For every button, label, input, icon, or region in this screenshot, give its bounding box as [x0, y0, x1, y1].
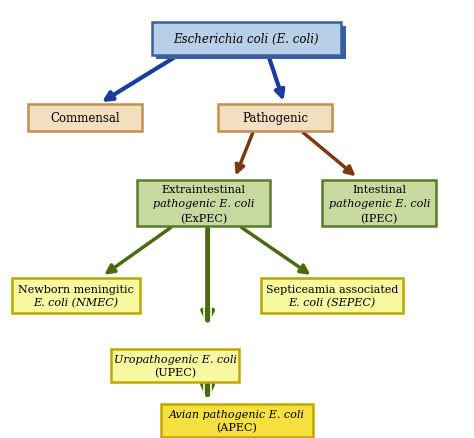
Text: pathogenic E. coli: pathogenic E. coli: [328, 199, 430, 208]
FancyBboxPatch shape: [218, 105, 332, 131]
Text: pathogenic E. coli: pathogenic E. coli: [153, 199, 255, 208]
Text: (IPEC): (IPEC): [361, 213, 398, 223]
Text: Septiceamia associated: Septiceamia associated: [265, 284, 398, 294]
FancyBboxPatch shape: [137, 180, 270, 227]
Text: Extraintestinal: Extraintestinal: [162, 184, 246, 194]
FancyBboxPatch shape: [28, 105, 142, 131]
Text: Uropathogenic E. coli: Uropathogenic E. coli: [114, 354, 237, 364]
Text: Newborn meningitic: Newborn meningitic: [18, 284, 134, 294]
FancyBboxPatch shape: [322, 180, 436, 227]
Text: E. coli (SEPEC): E. coli (SEPEC): [288, 297, 375, 307]
Text: Escherichia coli (E. coli): Escherichia coli (E. coli): [173, 33, 319, 46]
FancyBboxPatch shape: [261, 278, 403, 313]
Text: Commensal: Commensal: [51, 112, 120, 125]
Text: (APEC): (APEC): [217, 422, 257, 432]
FancyBboxPatch shape: [111, 350, 239, 382]
Text: Pathogenic: Pathogenic: [242, 112, 308, 125]
FancyBboxPatch shape: [156, 27, 346, 60]
Text: Avian pathogenic E. coli: Avian pathogenic E. coli: [169, 409, 305, 419]
FancyBboxPatch shape: [152, 23, 341, 56]
Text: (ExPEC): (ExPEC): [180, 213, 228, 223]
FancyBboxPatch shape: [12, 278, 140, 313]
Text: (UPEC): (UPEC): [155, 367, 196, 378]
Text: E. coli (NMEC): E. coli (NMEC): [33, 297, 118, 307]
Text: Intestinal: Intestinal: [352, 184, 406, 194]
FancyBboxPatch shape: [161, 404, 313, 437]
